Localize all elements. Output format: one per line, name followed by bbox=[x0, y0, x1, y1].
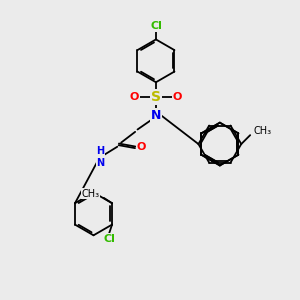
Text: CH₃: CH₃ bbox=[82, 189, 100, 199]
Text: Cl: Cl bbox=[103, 234, 115, 244]
Text: N: N bbox=[151, 109, 161, 122]
Text: CH₃: CH₃ bbox=[254, 126, 272, 136]
Text: O: O bbox=[173, 92, 182, 102]
Text: H
N: H N bbox=[96, 146, 104, 168]
Text: O: O bbox=[130, 92, 139, 102]
Text: Cl: Cl bbox=[150, 21, 162, 31]
Text: O: O bbox=[137, 142, 146, 152]
Text: S: S bbox=[151, 90, 161, 104]
